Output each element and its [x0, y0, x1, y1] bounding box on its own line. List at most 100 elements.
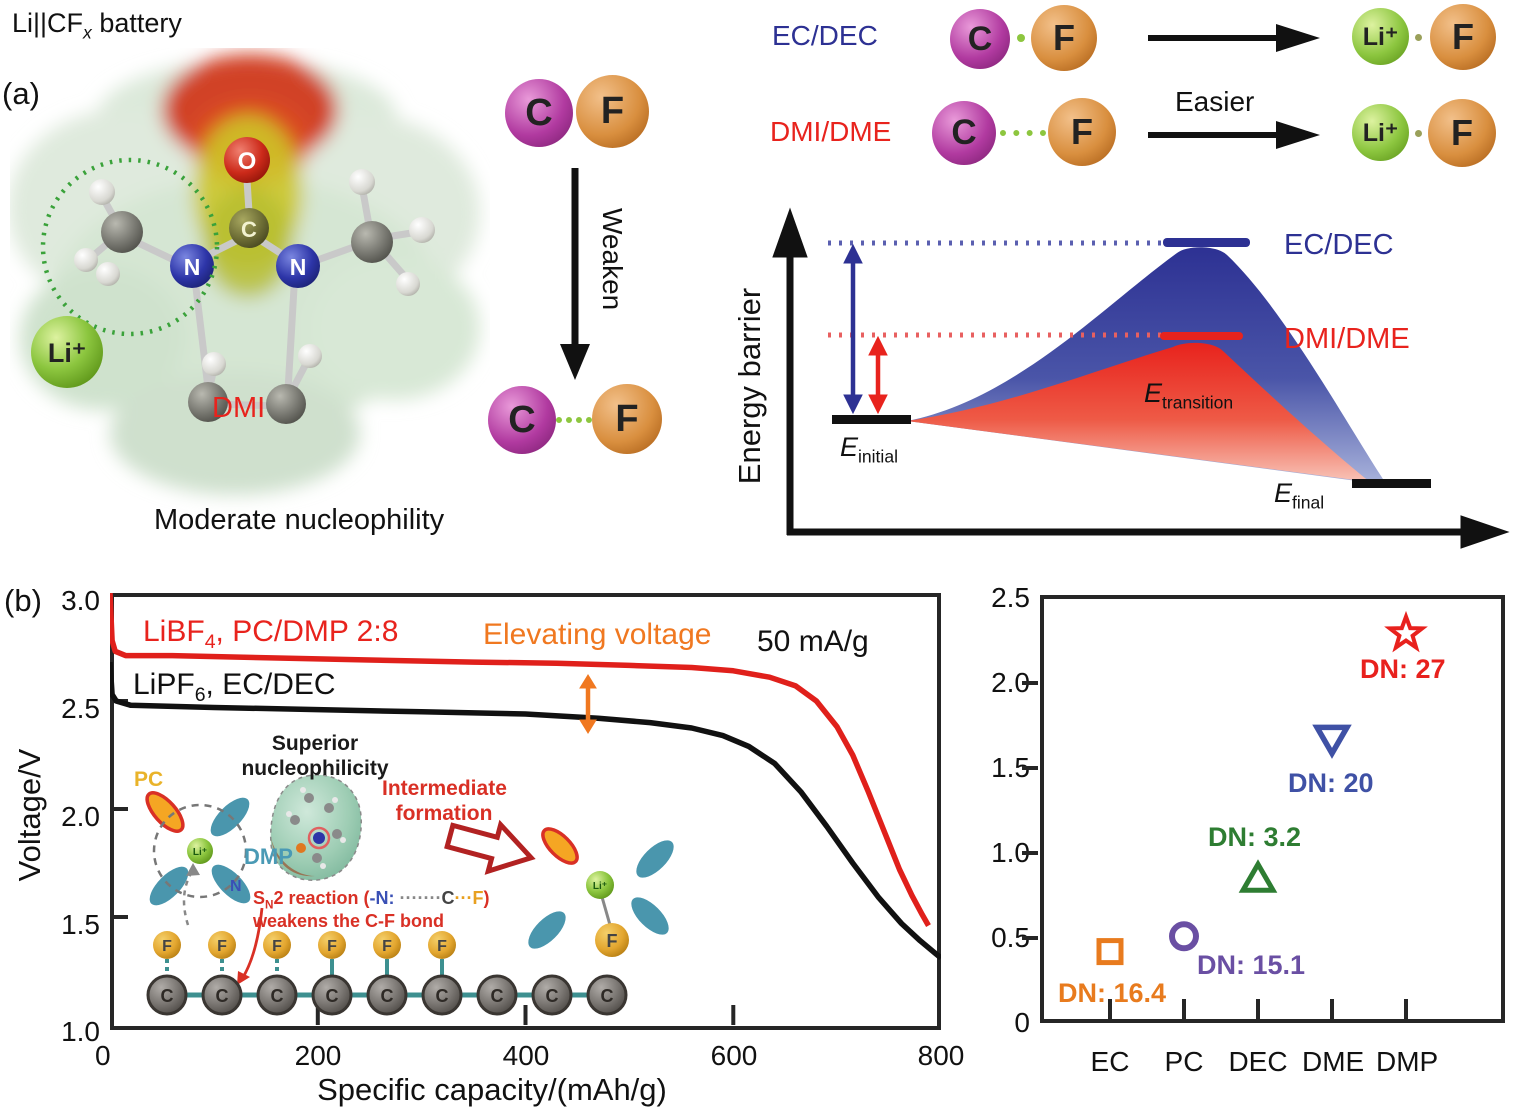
atom-label-n2: N	[290, 254, 307, 280]
chain-f-atom	[263, 931, 291, 959]
chain-c-atom	[311, 974, 353, 1016]
dn-ytick-2.0: 2.0	[991, 667, 1030, 698]
dn-ytick-2.5: 2.5	[991, 582, 1030, 613]
curve-red	[110, 593, 931, 927]
dmidme-transition-bar	[1160, 332, 1243, 340]
inset-li-ion	[187, 838, 213, 864]
weak-cf-bond	[556, 417, 592, 423]
chain-f-label: F	[272, 938, 282, 955]
ytick-2.5: 2.5	[61, 693, 100, 724]
dn-tick-mark-1.0	[1022, 851, 1038, 855]
n-lone-pair-label: N	[230, 878, 242, 895]
chain-c-atom	[256, 974, 298, 1016]
chain-c-atom	[586, 974, 628, 1016]
dmidme-barrier-arrow	[868, 335, 888, 415]
solvation-inset: Li⁺	[145, 774, 674, 1016]
li-ion-label: Li⁺	[48, 338, 86, 368]
xtick-600: 600	[710, 1040, 758, 1071]
chain-c-atom	[201, 974, 243, 1016]
row2-li-product: Li⁺	[1352, 104, 1409, 161]
atom-label-c: C	[241, 217, 257, 242]
weakens-bond-label: weakens the C-F bond	[253, 911, 445, 931]
chain-f-atom	[153, 931, 181, 959]
atom-label-n1: N	[184, 254, 201, 280]
dmi-molecule-graphic: O C N N Li⁺	[10, 54, 480, 495]
svg-text:Li⁺: Li⁺	[193, 847, 207, 858]
nucleophilic-site-circle	[40, 157, 220, 337]
figure-title: Li||CFx battery	[12, 8, 182, 43]
cat-label-PC: PC	[1164, 1046, 1204, 1077]
dn-chart-frame	[1040, 595, 1505, 1023]
chain-f-atom	[373, 931, 401, 959]
row1-f-atom: F	[1031, 5, 1097, 71]
row2-arrow	[1148, 121, 1320, 149]
intermediate-formation-label: Intermediate formation	[382, 777, 507, 825]
dn-chart-canvas	[1096, 610, 1428, 1019]
chain-c-atom	[531, 974, 573, 1016]
elevating-voltage-arrow	[579, 674, 597, 734]
ecdec-curve-label: EC/DEC	[1284, 229, 1394, 261]
chain-c-label: C	[271, 986, 284, 1006]
cat-label-DME: DME	[1302, 1046, 1365, 1077]
chain-f-atom	[428, 931, 456, 959]
dn-value-DEC: DN: 3.2	[1208, 822, 1302, 852]
ytick-3.0: 3.0	[61, 585, 100, 616]
weaken-label: Weaken	[597, 208, 628, 311]
dn-ytick-0: 0	[1014, 1007, 1030, 1038]
xtick-400: 400	[502, 1040, 550, 1071]
dn-ytick-1.0: 1.0	[991, 837, 1030, 868]
cat-label-DEC: DEC	[1228, 1046, 1288, 1077]
chain-f-label: F	[327, 938, 337, 955]
chain-f-label: F	[162, 938, 172, 955]
voltage-chart-canvas: Li⁺	[110, 593, 941, 1025]
row1-bond-dot	[1017, 34, 1025, 42]
row2-weak-bond	[1000, 130, 1046, 136]
chain-c-label: C	[436, 986, 449, 1006]
marker-DEC	[1238, 859, 1278, 893]
row2-f-atom: F	[1048, 98, 1116, 166]
row2-c-atom: C	[932, 101, 996, 165]
intermediate-arrow	[444, 819, 536, 875]
dmp-n-atom	[313, 832, 325, 844]
dn-bottom-ticks	[1108, 999, 1408, 1019]
sn2-curved-arrow	[240, 907, 264, 980]
chain-f-atom	[208, 931, 236, 959]
solvation-shell-circle	[152, 803, 248, 899]
energy-axes	[772, 207, 1510, 549]
dn-tick-mark-1.5	[1022, 766, 1038, 770]
molecule-atoms: O C N N	[74, 137, 435, 424]
row1-li-product: Li⁺	[1352, 8, 1409, 65]
marker-PC	[1169, 921, 1199, 952]
atom-label-o: O	[238, 148, 257, 175]
dmidme-energy-curve	[907, 342, 1370, 482]
c-atom-strong-bond: C	[505, 79, 573, 147]
cat-label-DMP: DMP	[1376, 1046, 1439, 1077]
ecdec-transition-bar	[1163, 238, 1250, 247]
voltage-chart-frame	[110, 593, 941, 1030]
xtick-800: 800	[917, 1040, 965, 1071]
weaken-arrow	[560, 168, 590, 380]
dn-value-DMP: DN: 27	[1360, 654, 1446, 684]
row1-arrow	[1148, 24, 1320, 52]
pc-molecule-ellipse	[145, 791, 185, 833]
ytick-1.0: 1.0	[61, 1016, 100, 1047]
chain-c-label: C	[546, 986, 559, 1006]
lif-complex: Li⁺ F	[528, 827, 674, 957]
dn-tick-mark-2.0	[1022, 681, 1038, 685]
row2-product-dot	[1415, 130, 1422, 137]
row2-f-product: F	[1428, 99, 1496, 167]
reaction-row1-label: EC/DEC	[772, 20, 878, 51]
row1-product-dot	[1415, 34, 1422, 41]
moderate-nucleophility-caption: Moderate nucleophility	[154, 504, 445, 536]
energy-ylabel: Energy barrier	[732, 287, 767, 485]
dmp-label: DMP	[244, 844, 293, 869]
svg-text:Li⁺: Li⁺	[593, 881, 607, 892]
marker-DME	[1312, 724, 1352, 759]
capacity-xlabel: Specific capacity/(mAh/g)	[317, 1072, 667, 1107]
easier-label: Easier	[1175, 86, 1255, 117]
dn-value-DME: DN: 20	[1288, 768, 1374, 798]
sn2-reaction-label: SN2 reaction (-N: ·······C···F)	[253, 888, 490, 912]
elevating-voltage-label: Elevating voltage	[483, 618, 712, 651]
dn-tick-mark-0.5	[1022, 936, 1038, 940]
red-series-label: LiBF4, PC/DMP 2:8	[143, 615, 399, 653]
